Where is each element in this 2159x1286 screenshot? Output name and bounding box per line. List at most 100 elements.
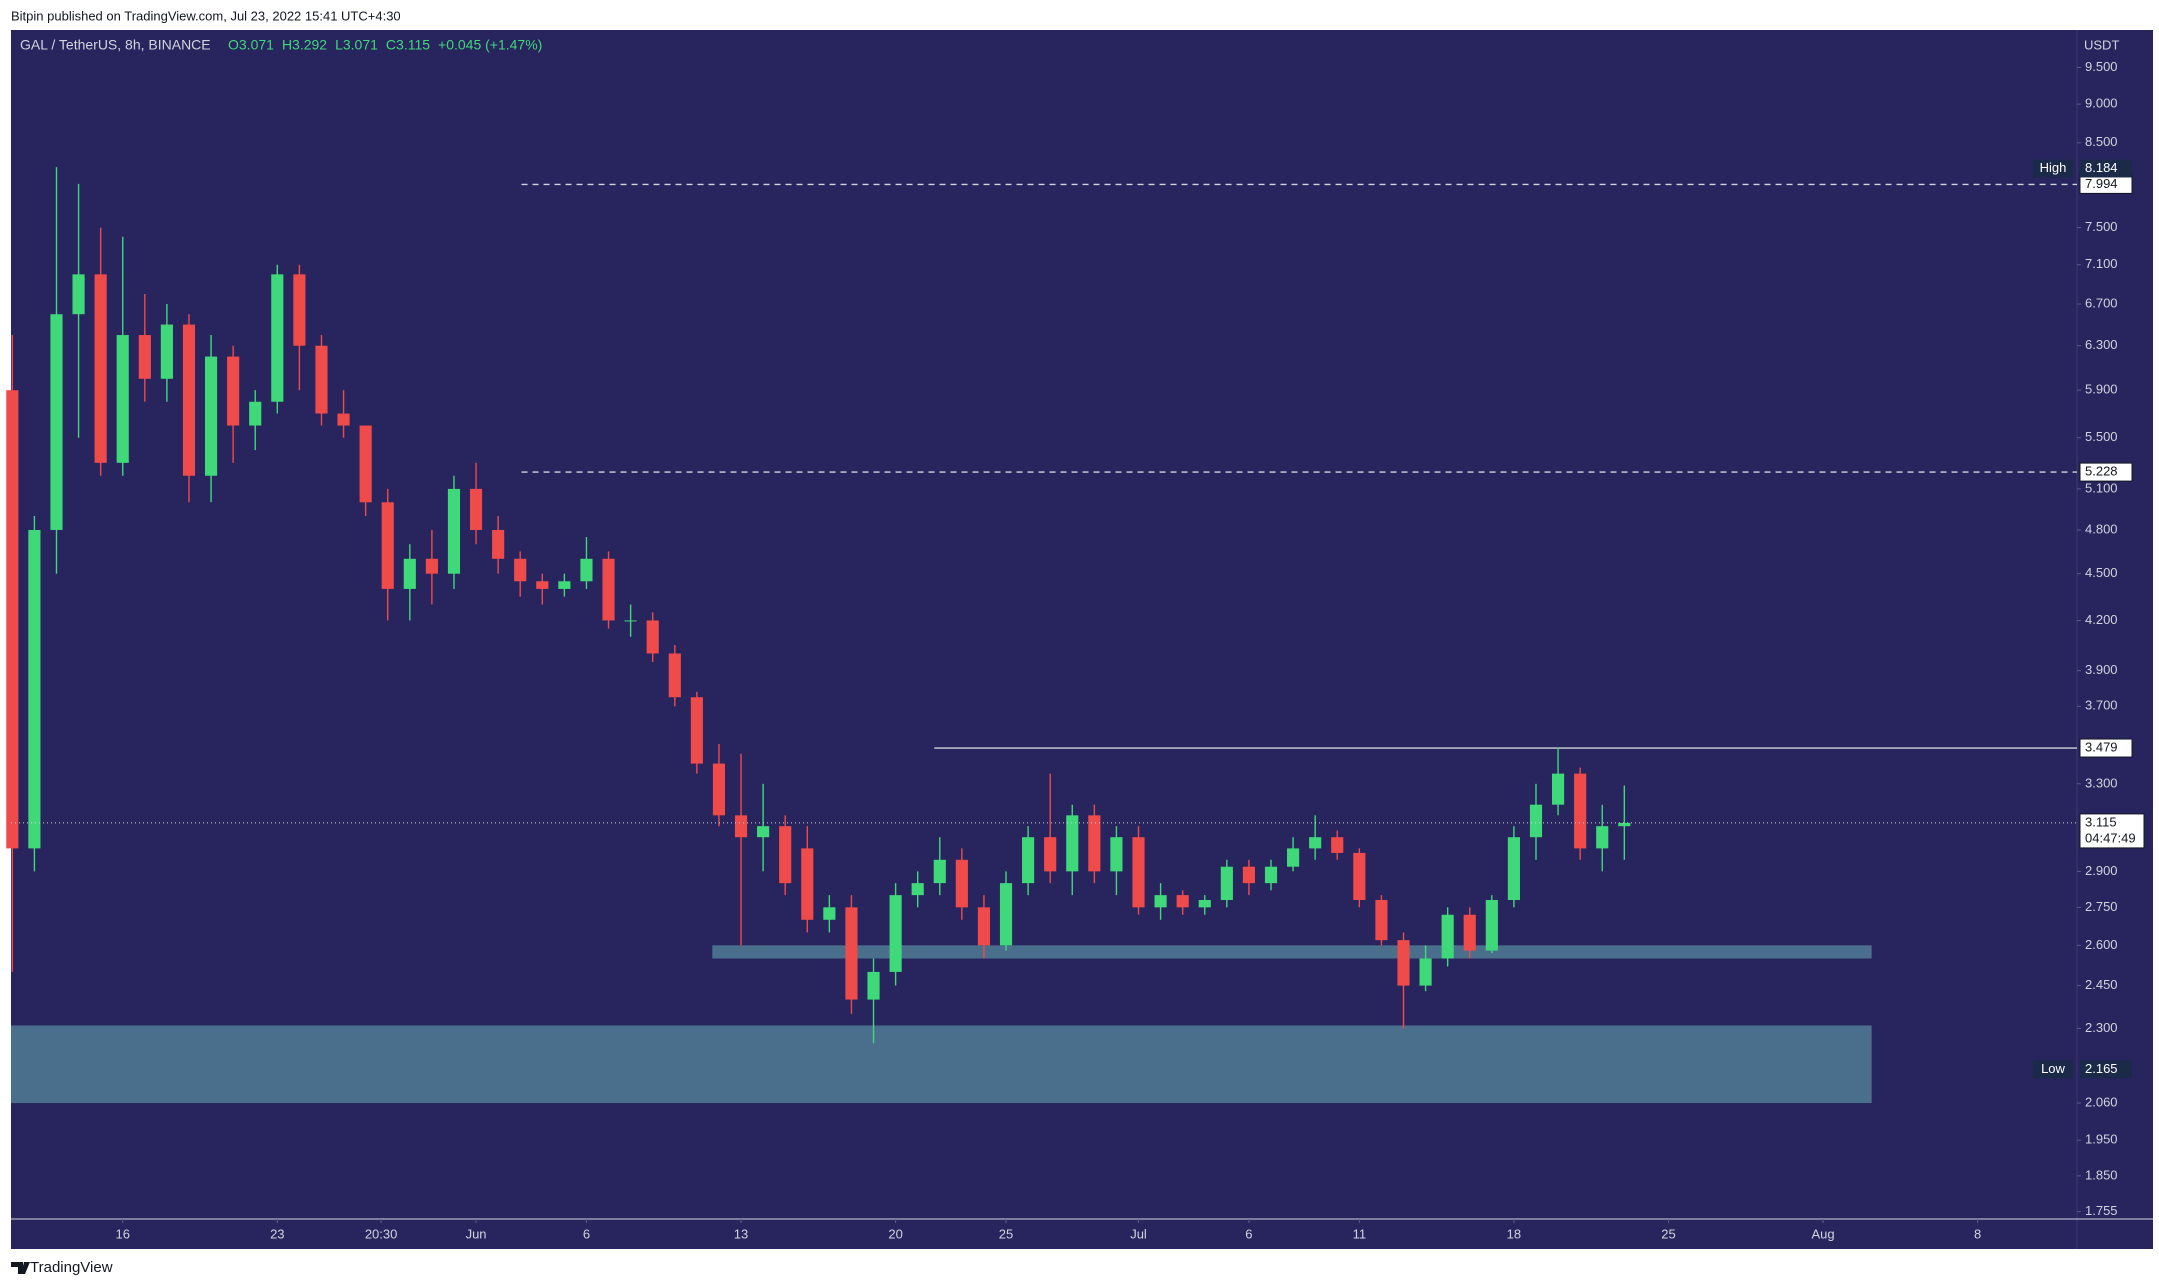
candle-body [1507, 837, 1520, 900]
logo-icon [11, 1262, 30, 1274]
level-label: 7.994 [2085, 176, 2118, 191]
extreme-tag: Low [2041, 1061, 2065, 1076]
candle-body [999, 883, 1013, 946]
extreme-value-bg [2080, 1060, 2132, 1079]
y-tick-label: 5.500 [2085, 429, 2118, 444]
candle-body [602, 558, 615, 621]
x-tick-label: 6 [1245, 1226, 1252, 1241]
candle-body [1331, 837, 1344, 853]
candle-body [668, 653, 681, 698]
zone [11, 1025, 1872, 1104]
y-tick-label: 1.755 [2085, 1203, 2118, 1218]
candle-body [1551, 773, 1565, 805]
legend-value: C3.115 [386, 37, 430, 53]
candle-body [72, 274, 85, 315]
candle-body [779, 826, 792, 884]
x-tick-label: 11 [1353, 1226, 1367, 1241]
y-tick-label: 4.200 [2085, 612, 2118, 627]
candle-body [293, 274, 306, 346]
candle-body [1110, 837, 1123, 872]
x-tick-label: Jun [466, 1226, 487, 1241]
current-price-badge [2079, 813, 2145, 849]
y-tick-label: 1.850 [2085, 1167, 2118, 1182]
x-tick-label: 23 [270, 1226, 284, 1241]
y-tick-label: 3.300 [2085, 775, 2118, 790]
symbol-label: GAL / TetherUS, 8h, BINANCE [20, 37, 211, 53]
candle-body [1198, 899, 1211, 908]
candle-body [1132, 837, 1145, 908]
candle-body [1618, 822, 1631, 827]
candle-body [6, 390, 19, 849]
candle-body [1309, 837, 1322, 849]
x-tick-label: 25 [999, 1226, 1013, 1241]
y-tick-label: 9.500 [2085, 59, 2118, 74]
y-tick-label: 1.950 [2085, 1132, 2118, 1147]
candle-body [536, 581, 549, 589]
candle-body [624, 620, 637, 622]
candle-body [845, 907, 858, 1000]
candle-body [28, 529, 41, 849]
y-tick-label: 3.900 [2085, 662, 2118, 677]
extreme-value-bg [2080, 159, 2132, 178]
candle-body [447, 488, 461, 574]
candle-body [734, 815, 748, 838]
extreme-value: 8.184 [2085, 160, 2118, 175]
candle-body [1022, 837, 1035, 884]
candle-body [182, 324, 196, 476]
y-tick-label: 6.700 [2085, 295, 2118, 310]
candle-body [492, 529, 505, 559]
candle-body [1044, 837, 1057, 872]
candle-body [1485, 899, 1498, 951]
y-tick-label: 2.600 [2085, 937, 2118, 952]
y-tick-label: 5.100 [2085, 480, 2118, 495]
candle-body [249, 401, 262, 426]
candle-body [933, 859, 946, 884]
candle-body [690, 697, 703, 764]
x-tick-label: Jul [1130, 1226, 1147, 1241]
candle-body [271, 274, 284, 402]
y-tick-label: 7.100 [2085, 256, 2118, 271]
candle-body [1397, 940, 1410, 986]
y-tick-label: 2.900 [2085, 863, 2118, 878]
candle-body [160, 324, 173, 379]
candle-body [1242, 866, 1255, 884]
candle-body [50, 314, 63, 530]
footer-logo: TradingView [30, 1259, 113, 1276]
y-tick-label: 9.000 [2085, 96, 2118, 111]
candle-body [381, 502, 394, 589]
x-tick-label: 20:30 [365, 1226, 398, 1241]
candle-body [1176, 895, 1189, 908]
candle-body [977, 907, 991, 946]
candle-body [337, 413, 350, 426]
candle-body [1529, 804, 1543, 838]
candle-body [138, 335, 151, 379]
x-tick-label: 25 [1661, 1226, 1675, 1241]
candle-body [712, 763, 726, 816]
candle-body [315, 345, 328, 414]
legend-value: +0.045 (+1.47%) [438, 37, 542, 53]
candle-body [1220, 866, 1233, 900]
candle-body [1375, 899, 1388, 941]
candle-body [1154, 895, 1167, 908]
y-tick-label: 4.500 [2085, 565, 2118, 580]
y-tick-label: 3.700 [2085, 698, 2118, 713]
y-tick-label: 2.060 [2085, 1095, 2118, 1110]
x-tick-label: 6 [583, 1226, 590, 1241]
current-price-label: 3.115 [2085, 814, 2117, 829]
legend-value: L3.071 [335, 37, 378, 53]
candle-body [889, 895, 902, 972]
candle-body [469, 488, 483, 530]
legend-value: O3.071 [228, 37, 274, 53]
legend-value: H3.292 [282, 37, 327, 53]
candle-body [359, 425, 372, 503]
candle-body [514, 558, 527, 582]
y-tick-label: 4.800 [2085, 521, 2118, 536]
level-label: 3.479 [2085, 739, 2118, 754]
x-tick-label: Aug [1811, 1226, 1834, 1241]
candle-body [1441, 914, 1454, 959]
y-tick-label: 2.300 [2085, 1020, 2118, 1035]
y-tick-label: 7.500 [2085, 219, 2118, 234]
extreme-tag-bg [2033, 159, 2073, 178]
candle-body [911, 883, 924, 896]
